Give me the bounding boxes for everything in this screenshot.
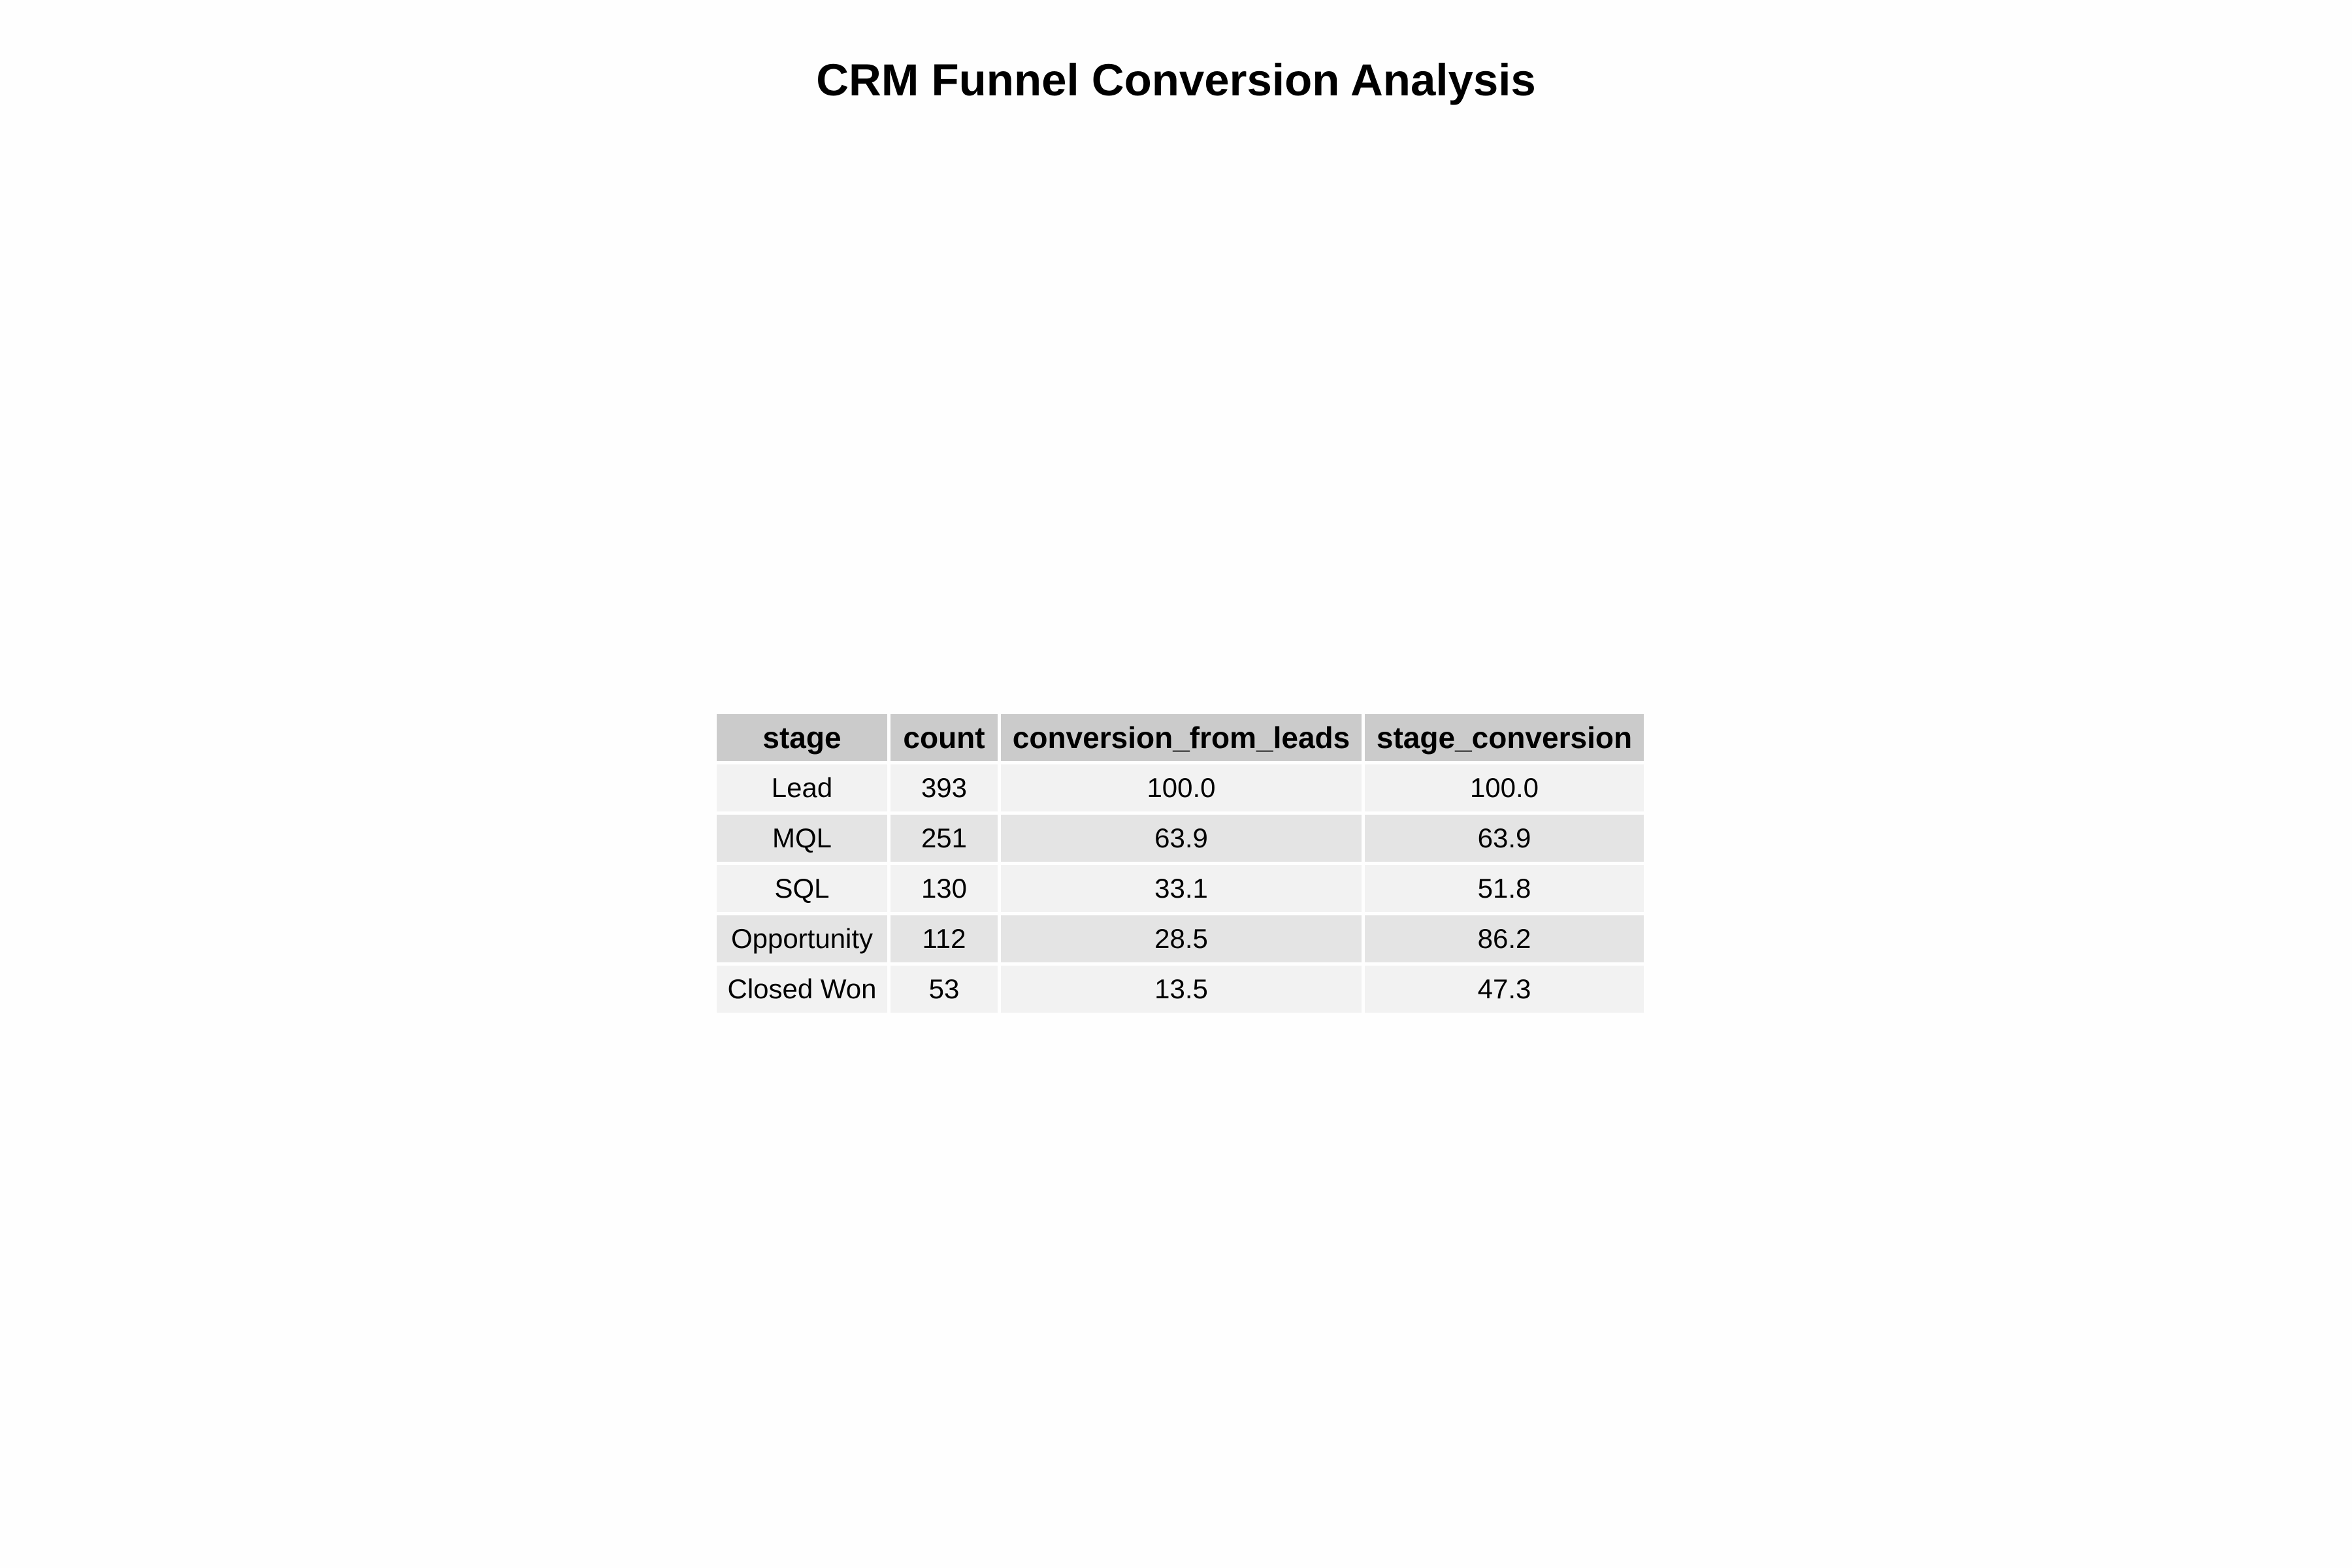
cell-stage: MQL [717, 815, 887, 862]
cell-conversion-from-leads: 13.5 [1001, 966, 1362, 1013]
cell-conversion-from-leads: 33.1 [1001, 865, 1362, 912]
table-row: SQL 130 33.1 51.8 [717, 865, 1644, 912]
cell-conversion-from-leads: 63.9 [1001, 815, 1362, 862]
funnel-table-container: stage count conversion_from_leads stage_… [717, 714, 1647, 1013]
cell-stage: Lead [717, 764, 887, 811]
cell-count: 53 [890, 966, 998, 1013]
column-header-count: count [890, 714, 998, 761]
column-header-stage-conversion: stage_conversion [1365, 714, 1644, 761]
column-header-stage: stage [717, 714, 887, 761]
chart-title: CRM Funnel Conversion Analysis [0, 51, 2352, 110]
cell-count: 251 [890, 815, 998, 862]
cell-stage-conversion: 63.9 [1365, 815, 1644, 862]
cell-stage-conversion: 47.3 [1365, 966, 1644, 1013]
cell-stage: SQL [717, 865, 887, 912]
table-row: MQL 251 63.9 63.9 [717, 815, 1644, 862]
table-row: Lead 393 100.0 100.0 [717, 764, 1644, 811]
funnel-table: stage count conversion_from_leads stage_… [713, 711, 1647, 1016]
header-row: stage count conversion_from_leads stage_… [717, 714, 1644, 761]
cell-count: 130 [890, 865, 998, 912]
cell-conversion-from-leads: 100.0 [1001, 764, 1362, 811]
cell-stage-conversion: 51.8 [1365, 865, 1644, 912]
cell-stage: Opportunity [717, 915, 887, 962]
column-header-conversion-from-leads: conversion_from_leads [1001, 714, 1362, 761]
cell-stage-conversion: 86.2 [1365, 915, 1644, 962]
cell-stage: Closed Won [717, 966, 887, 1013]
table-row: Closed Won 53 13.5 47.3 [717, 966, 1644, 1013]
cell-conversion-from-leads: 28.5 [1001, 915, 1362, 962]
cell-stage-conversion: 100.0 [1365, 764, 1644, 811]
table-body: Lead 393 100.0 100.0 MQL 251 63.9 63.9 S… [717, 764, 1644, 1013]
table-row: Opportunity 112 28.5 86.2 [717, 915, 1644, 962]
cell-count: 112 [890, 915, 998, 962]
table-header: stage count conversion_from_leads stage_… [717, 714, 1644, 761]
cell-count: 393 [890, 764, 998, 811]
